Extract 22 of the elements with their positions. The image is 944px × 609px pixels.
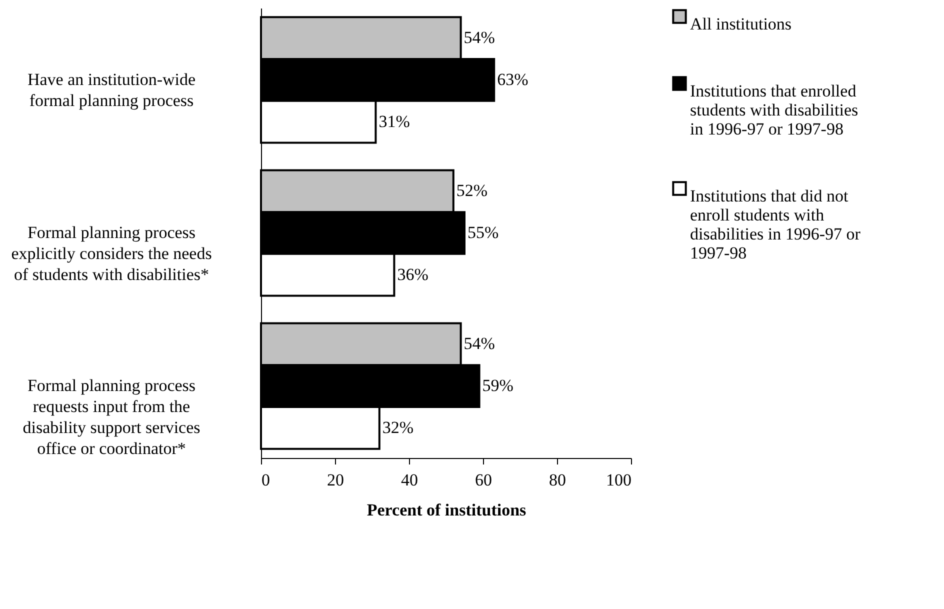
y-tick-label: Formal planning process requests input from the disability support services office or coordinator* bbox=[22, 376, 200, 458]
data-label: 59% bbox=[482, 376, 514, 396]
x-tick-label: 20 bbox=[327, 470, 344, 490]
x-tick-label: 40 bbox=[401, 470, 418, 490]
x-tick-label: 60 bbox=[475, 470, 492, 490]
y-tick-label: Formal planning process explicitly considers the needs of students with disabilities* bbox=[11, 223, 212, 284]
x-tick-label: 100 bbox=[606, 470, 632, 490]
legend-label: All institutions bbox=[690, 14, 792, 34]
legend-label: Institutions that did not enroll students with disabilities in 1996-97 or 1997-98 bbox=[690, 186, 861, 262]
x-axis-title: Percent of institutions bbox=[366, 500, 527, 520]
data-label: 55% bbox=[468, 223, 499, 242]
data-label: 36% bbox=[397, 264, 428, 284]
data-label: 54% bbox=[464, 334, 495, 354]
legend-label: Institutions that enrolled students with disabilities in 1996-97 or 1997-98 bbox=[690, 82, 858, 138]
y-tick-label: Have an institution-wide formal planning process bbox=[27, 70, 196, 110]
data-label: 52% bbox=[456, 181, 488, 200]
data-label: 63% bbox=[497, 70, 528, 89]
data-label: 31% bbox=[378, 112, 410, 131]
data-label: 32% bbox=[382, 418, 414, 437]
x-tick-label: 80 bbox=[549, 470, 566, 490]
data-label: 54% bbox=[464, 28, 495, 48]
x-tick-label: 0 bbox=[262, 470, 270, 490]
